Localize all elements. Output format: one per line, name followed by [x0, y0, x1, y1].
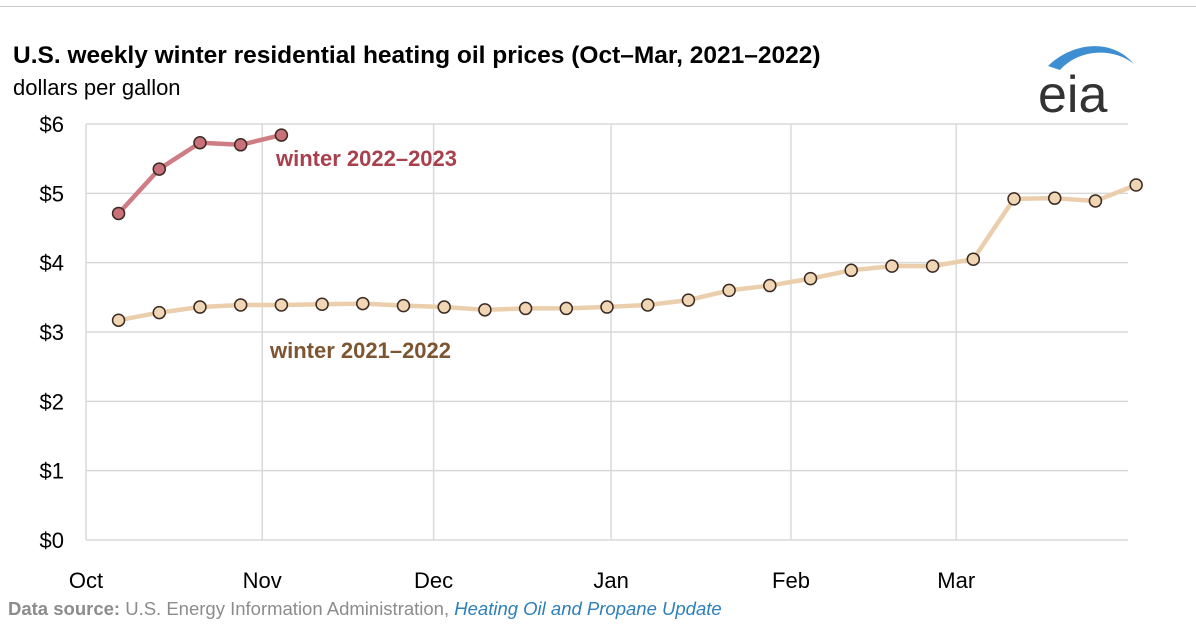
winter-2021-2022-point [1129, 178, 1143, 192]
winter-2021-2022-point [478, 303, 492, 317]
source-text: U.S. Energy Information Administration, [125, 598, 450, 619]
x-tick-label: Mar [937, 568, 975, 593]
y-tick-label: $3 [40, 320, 64, 345]
winter-2021-2022-point [396, 298, 411, 313]
y-tick-label: $6 [40, 112, 64, 137]
top-divider [0, 6, 1196, 7]
winter-2022-2023-point [233, 138, 248, 152]
winter-2021-2022-point [722, 283, 736, 298]
eia-logo: eia [1038, 46, 1134, 118]
winter-2021-2022-point [966, 252, 981, 266]
logo-swoosh-icon [1048, 46, 1134, 70]
winter-2021-2022-point [885, 259, 899, 273]
winter-2021-2022-point [763, 278, 777, 293]
winter-2022-2023-point [274, 128, 289, 142]
series-layer [111, 128, 1143, 327]
grid-layer [85, 123, 1128, 541]
winter-2022-2023-label: winter 2022–2023 [275, 146, 457, 171]
chart-subtitle: dollars per gallon [13, 75, 181, 100]
winter-2021-2022-point [1088, 194, 1103, 208]
winter-2021-2022-point [681, 293, 696, 307]
axis-layer: $0 $1 $2 $3 $4 $5 $6 Oct Nov Dec Jan Feb Mar [40, 112, 976, 593]
x-tick-label: Oct [69, 568, 103, 593]
winter-2022-2023-point [152, 162, 167, 176]
winter-2021-2022-point [1047, 191, 1062, 205]
x-tick-label: Nov [243, 568, 282, 593]
chart-title: U.S. weekly winter residential heating o… [13, 42, 821, 69]
winter-2021-2022-point [640, 298, 655, 312]
winter-2021-2022-point [193, 300, 207, 314]
winter-2021-2022-point [152, 305, 167, 320]
winter-2021-2022-point [111, 313, 126, 327]
winter-2021-2022-point [559, 301, 574, 316]
winter-2021-2022-point [437, 300, 451, 314]
winter-2021-2022-label: winter 2021–2022 [269, 338, 451, 363]
y-tick-label: $0 [40, 528, 64, 553]
y-tick-label: $1 [40, 459, 64, 484]
x-tick-label: Feb [772, 568, 810, 593]
winter-2021-2022-point [844, 263, 858, 278]
winter-2021-2022-point [518, 301, 533, 316]
winter-2021-2022-line [116, 182, 1139, 323]
y-tick-label: $5 [40, 181, 64, 206]
series-label-layer: winter 2021–2022 winter 2022–2023 [269, 146, 457, 363]
winter-2022-2023-point [111, 206, 126, 221]
source-label: Data source: [8, 598, 121, 619]
winter-2021-2022-point [274, 298, 289, 312]
winter-2021-2022-point [233, 298, 248, 312]
winter-2021-2022-point [315, 297, 329, 312]
winter-2021-2022-point [925, 259, 940, 273]
data-source-note: Data source: U.S. Energy Information Adm… [8, 598, 722, 620]
winter-2021-2022-point [803, 271, 818, 286]
logo-text: eia [1038, 66, 1107, 118]
source-publication-link[interactable]: Heating Oil and Propane Update [454, 598, 722, 619]
winter-2021-2022-point [600, 300, 614, 314]
winter-2021-2022-point [356, 296, 370, 311]
x-tick-label: Dec [414, 568, 453, 593]
winter-2022-2023-point [193, 135, 207, 150]
x-tick-label: Jan [593, 568, 628, 593]
winter-2021-2022-point [1007, 192, 1021, 206]
y-tick-label: $2 [40, 389, 64, 414]
y-tick-label: $4 [40, 251, 64, 276]
